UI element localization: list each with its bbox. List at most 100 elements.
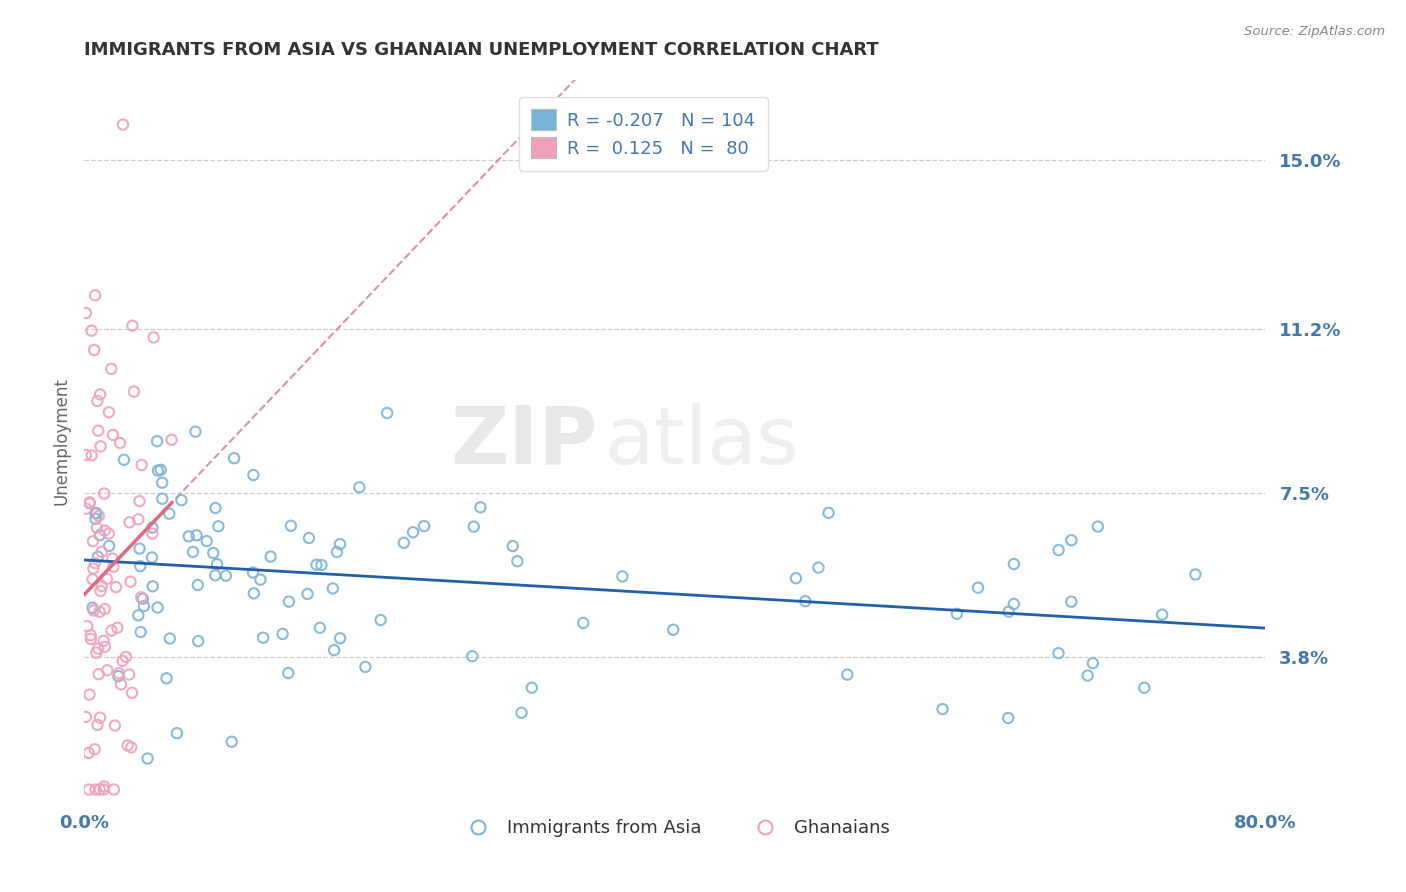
Point [997,605,1019,619]
Point [89,605,111,619]
Point [129,591,152,605]
Point [1152,607,1174,622]
Point [470,500,492,515]
Point [129,625,152,640]
Point [117,739,139,753]
Point [195,534,218,549]
Point [108,436,131,450]
Point [181,545,204,559]
Point [82,534,104,549]
Point [129,559,152,574]
Point [967,581,990,595]
Point [80,632,103,646]
Point [104,580,127,594]
Point [75,710,97,724]
Point [329,537,352,551]
Point [128,494,150,508]
Point [785,571,807,585]
Point [997,711,1019,725]
Point [127,512,149,526]
Text: Source: ZipAtlas.com: Source: ZipAtlas.com [1244,25,1385,38]
Point [141,520,163,534]
Point [817,506,839,520]
Point [323,643,346,657]
Point [101,551,124,566]
Point [329,632,352,646]
Point [132,599,155,613]
Point [837,667,859,681]
Point [83,742,105,756]
Point [170,493,193,508]
Point [1060,533,1083,548]
Point [184,425,207,439]
Point [277,594,299,608]
Point [100,624,122,638]
Point [413,519,436,533]
Point [612,569,634,583]
Point [204,568,226,582]
Point [280,518,302,533]
Point [79,688,101,702]
Point [136,751,159,765]
Point [118,667,141,681]
Point [297,587,319,601]
Point [305,558,328,572]
Point [80,628,103,642]
Point [86,394,108,409]
Point [111,118,134,132]
Point [150,491,173,506]
Point [105,621,128,635]
Point [252,631,274,645]
Point [259,549,281,564]
Point [159,632,181,646]
Point [122,384,145,399]
Point [221,735,243,749]
Point [80,324,103,338]
Point [1047,543,1070,558]
Point [298,531,321,545]
Point [662,623,685,637]
Point [242,468,264,483]
Point [127,608,149,623]
Point [89,528,111,542]
Point [349,480,371,494]
Point [215,568,238,582]
Point [142,330,165,344]
Point [572,615,595,630]
Point [931,702,953,716]
Point [84,782,107,797]
Legend: Immigrants from Asia, Ghanaians: Immigrants from Asia, Ghanaians [453,812,897,845]
Point [141,550,163,565]
Point [794,594,817,608]
Point [141,526,163,541]
Point [100,362,122,376]
Point [326,545,349,559]
Point [1047,646,1070,660]
Point [118,516,141,530]
Point [84,288,107,302]
Point [502,539,524,553]
Point [166,726,188,740]
Point [309,621,332,635]
Point [146,464,169,478]
Point [77,782,100,797]
Point [89,782,111,797]
Point [271,627,294,641]
Point [82,600,104,615]
Point [84,556,107,570]
Point [90,545,112,559]
Point [97,526,120,541]
Point [370,613,392,627]
Text: atlas: atlas [605,402,799,481]
Point [946,607,969,621]
Point [402,525,425,540]
Point [205,558,228,572]
Point [224,451,246,466]
Point [807,560,830,574]
Point [392,536,415,550]
Point [115,649,138,664]
Point [98,539,121,553]
Point [75,501,97,516]
Point [97,405,120,419]
Point [461,649,484,664]
